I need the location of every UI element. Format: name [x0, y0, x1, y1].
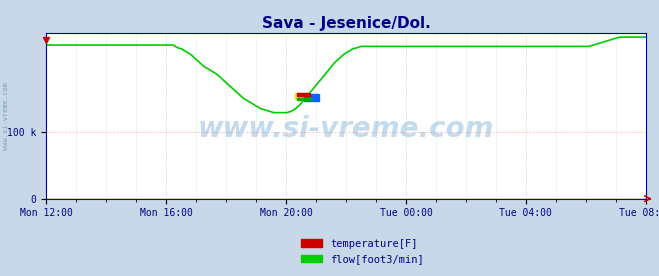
Title: Sava - Jesenice/Dol.: Sava - Jesenice/Dol. [262, 15, 430, 31]
Bar [295, 93, 310, 99]
Text: www.si-vreme.com: www.si-vreme.com [3, 82, 9, 150]
Bar [297, 98, 310, 100]
Bar [304, 94, 319, 101]
Bar [297, 93, 310, 96]
Legend: temperature[F], flow[foot3/min]: temperature[F], flow[foot3/min] [297, 235, 428, 268]
Text: www.si-vreme.com: www.si-vreme.com [198, 115, 494, 143]
